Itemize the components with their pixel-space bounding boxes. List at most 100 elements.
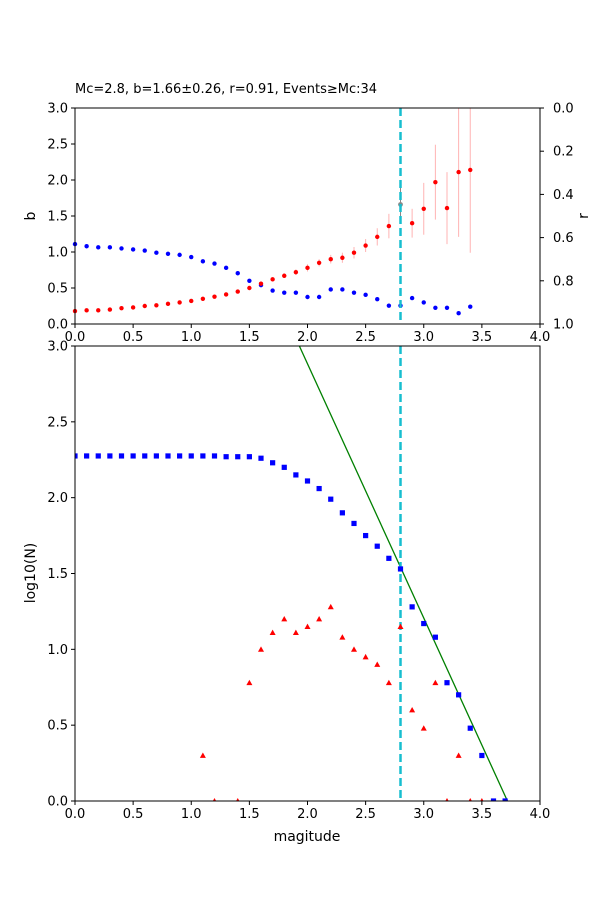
cumulative-point <box>374 543 380 549</box>
bottom-x-tick-label: 2.0 <box>297 807 318 822</box>
b-point <box>444 205 450 211</box>
r-point <box>119 246 124 251</box>
cumulative-point <box>118 453 125 459</box>
cumulative-point <box>270 460 276 466</box>
top-y-ticks: 0.0 0.5 1.0 1.5 2.0 2.5 3.0 <box>47 102 75 333</box>
top-x-tick-label: 1.0 <box>181 330 202 345</box>
cumulative-point <box>490 798 497 801</box>
bottom-x-ticks: 0.0 0.5 1.0 1.5 2.0 2.5 3.0 3.5 4.0 <box>65 801 550 822</box>
b-point <box>340 255 345 260</box>
r-point <box>282 290 287 295</box>
b-point <box>84 308 89 313</box>
cumulative-point <box>444 680 450 686</box>
noncumulative-point <box>199 752 206 758</box>
b-point <box>433 179 438 185</box>
b-point <box>468 167 473 173</box>
b-point <box>212 294 217 299</box>
b-value-panel: Mc=2.8, b=1.66±0.26, r=0.91, Events≥Mc:3… <box>23 82 592 345</box>
noncumulative-point <box>304 623 311 629</box>
bottom-x-tick-label: 2.5 <box>355 807 376 822</box>
top-x-tick-label: 1.5 <box>239 330 260 345</box>
cumulative-point <box>200 453 206 459</box>
r-point <box>433 305 438 310</box>
b-point <box>375 234 380 240</box>
cumulative-point <box>246 454 252 460</box>
top-x-tick-label: 0.5 <box>123 330 144 345</box>
b-point <box>235 289 240 294</box>
b-point <box>189 298 194 304</box>
bottom-x-tick-label: 0.5 <box>123 807 144 822</box>
top-right-y-tick-label: 1.0 <box>553 318 574 333</box>
top-x-ticks: 0.0 0.5 1.0 1.5 2.0 2.5 3.0 3.5 4.0 <box>65 324 551 345</box>
top-y-tick-label: 0.5 <box>47 282 68 297</box>
b-point <box>386 223 392 229</box>
cumulative-point <box>456 692 462 698</box>
noncumulative-point <box>292 629 299 636</box>
noncumulative-point <box>327 603 334 610</box>
r-point <box>468 304 473 309</box>
top-y-tick-label: 0.0 <box>47 318 68 333</box>
noncumulative-point <box>385 679 392 686</box>
top-x-tick-label: 3.5 <box>472 330 493 345</box>
b-point <box>154 303 159 308</box>
b-point <box>282 273 287 278</box>
r-point <box>305 294 310 300</box>
cumulative-point <box>177 453 183 459</box>
top-x-tick-label: 2.0 <box>297 330 318 345</box>
noncumulative-point <box>246 679 253 686</box>
cumulative-point <box>339 510 345 516</box>
b-point <box>107 307 113 312</box>
cumulative-point <box>188 453 194 459</box>
cumulative-point <box>363 532 369 539</box>
top-right-y-axis-label: r <box>576 213 592 219</box>
b-point <box>305 265 310 271</box>
frequency-magnitude-panel: 0.0 0.5 1.0 1.5 2.0 2.5 3.0 3.5 4.0 0.0 0.5 1.0 1.5… <box>23 340 550 846</box>
r-point <box>328 287 333 292</box>
r-point <box>154 250 159 255</box>
cumulative-point <box>386 555 392 561</box>
top-right-y-tick-label: 0.6 <box>553 231 574 246</box>
bottom-y-ticks: 0.0 0.5 1.0 1.5 2.0 2.5 3.0 <box>47 340 75 810</box>
r-point <box>107 245 113 250</box>
cumulative-point <box>142 453 148 459</box>
top-y-tick-label: 3.0 <box>47 102 68 117</box>
noncumulative-point <box>480 798 484 801</box>
noncumulative-point <box>316 616 323 622</box>
top-y-tick-label: 1.0 <box>47 246 68 261</box>
bottom-y-tick-label: 2.5 <box>47 415 68 430</box>
cumulative-point <box>223 454 229 460</box>
cumulative-point <box>397 566 404 572</box>
cumulative-point <box>421 620 427 627</box>
b-point <box>456 169 461 175</box>
cumulative-point <box>165 453 171 459</box>
top-right-y-tick-label: 0.4 <box>553 188 574 203</box>
top-right-y-tick-label: 0.0 <box>553 102 574 117</box>
top-x-tick-label: 4.0 <box>530 330 551 345</box>
r-point <box>293 290 299 295</box>
noncumulative-point <box>281 616 288 622</box>
bottom-x-tick-label: 0.0 <box>65 807 86 822</box>
bottom-y-tick-label: 0.0 <box>47 795 68 810</box>
b-point <box>165 301 171 307</box>
r-point <box>177 252 182 258</box>
r-point <box>363 292 368 298</box>
top-y-tick-label: 2.5 <box>47 138 68 153</box>
noncumulative-point <box>468 798 472 801</box>
bottom-y-tick-label: 1.0 <box>47 643 68 658</box>
r-point <box>84 244 89 249</box>
top-y-tick-label: 1.5 <box>47 210 68 225</box>
r-point <box>409 295 415 301</box>
top-right-y-ticks: 0.0 0.2 0.4 0.6 0.8 1.0 <box>540 102 574 333</box>
top-y-axis-label: b <box>23 211 39 220</box>
gr-fit-line <box>298 346 509 801</box>
top-x-tick-label: 2.5 <box>355 330 376 345</box>
bottom-y-tick-label: 1.5 <box>47 567 68 582</box>
noncumulative-point <box>362 653 369 660</box>
cumulative-point <box>258 455 264 461</box>
b-point <box>177 300 182 305</box>
cumulative-point <box>95 453 101 459</box>
cumulative-point <box>75 453 78 459</box>
cumulative-point <box>130 453 136 459</box>
cumulative-point <box>153 453 159 459</box>
noncumulative-point <box>258 646 264 652</box>
